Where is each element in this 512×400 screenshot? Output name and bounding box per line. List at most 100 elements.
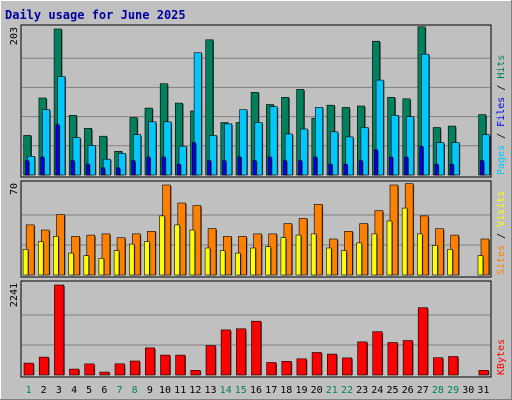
bar-pages-day-29 xyxy=(451,142,460,176)
x-tick-label-day-14: 14 xyxy=(220,385,232,396)
bar-visits-day-14 xyxy=(219,250,226,276)
bar-visits-day-31 xyxy=(477,255,484,276)
bar-pages-day-27 xyxy=(421,53,430,176)
bar-visits-day-4 xyxy=(68,252,74,276)
bar-kbytes-day-14 xyxy=(220,329,231,376)
bar-visits-day-22 xyxy=(341,250,347,276)
bar-pages-day-13 xyxy=(209,135,217,176)
bar-kbytes-day-27 xyxy=(417,307,428,376)
panel-border-kbytes xyxy=(20,280,492,378)
x-tick-label-day-23: 23 xyxy=(356,385,368,396)
legend-separator: / xyxy=(496,127,507,145)
bar-visits-day-11 xyxy=(174,224,180,276)
bar-kbytes-day-8 xyxy=(129,360,140,376)
bar-kbytes-day-5 xyxy=(84,363,95,376)
bar-files-day-11 xyxy=(176,163,181,176)
bar-visits-day-25 xyxy=(386,220,393,276)
x-tick-label-day-21: 21 xyxy=(326,385,338,396)
bar-pages-day-26 xyxy=(406,116,414,176)
bar-files-day-26 xyxy=(404,156,409,176)
x-tick-label-day-26: 26 xyxy=(402,385,414,396)
bar-pages-day-10 xyxy=(163,121,172,176)
x-tick-label-day-1: 1 xyxy=(26,385,32,396)
bar-kbytes-day-20 xyxy=(311,352,322,376)
legend-kbytes: KBytes xyxy=(496,339,507,375)
bar-pages-day-12 xyxy=(193,52,202,176)
bar-pages-day-18 xyxy=(284,133,293,176)
bar-visits-day-28 xyxy=(432,245,438,276)
bar-visits-day-8 xyxy=(129,243,135,276)
bar-files-day-15 xyxy=(237,156,242,176)
bar-kbytes-day-19 xyxy=(296,358,307,376)
bar-kbytes-day-1 xyxy=(23,362,34,376)
bar-pages-day-28 xyxy=(436,142,445,176)
x-tick-label-day-7: 7 xyxy=(116,385,122,396)
bar-files-day-16 xyxy=(252,160,257,176)
legend-entry-pages: Pages xyxy=(496,145,507,175)
bar-sites-day-5 xyxy=(86,234,96,276)
bar-files-day-14 xyxy=(222,160,227,176)
bar-kbytes-day-31 xyxy=(478,369,489,376)
bar-visits-day-20 xyxy=(310,233,317,276)
bar-visits-day-5 xyxy=(83,255,90,276)
x-tick-label-day-2: 2 xyxy=(41,385,47,396)
x-tick-label-day-28: 28 xyxy=(432,385,444,396)
bar-visits-day-9 xyxy=(144,241,150,276)
legend-usage: Pages / Files / Hits xyxy=(496,55,507,175)
bar-files-day-23 xyxy=(358,160,363,176)
bar-files-day-18 xyxy=(282,160,287,176)
x-tick-label-day-11: 11 xyxy=(174,385,186,396)
bar-sites-day-6 xyxy=(101,233,111,276)
x-tick-label-day-29: 29 xyxy=(447,385,459,396)
bar-pages-day-7 xyxy=(118,153,126,176)
bar-visits-day-7 xyxy=(113,250,120,276)
bar-visits-day-29 xyxy=(447,249,453,276)
bar-visits-day-18 xyxy=(280,237,287,276)
bar-visits-day-3 xyxy=(53,236,59,276)
bar-kbytes-day-2 xyxy=(38,356,49,376)
bar-visits-day-2 xyxy=(37,241,44,276)
bar-kbytes-day-7 xyxy=(114,363,125,376)
bar-visits-day-10 xyxy=(159,215,165,276)
bar-pages-day-31 xyxy=(481,134,490,176)
bar-visits-day-13 xyxy=(204,247,211,276)
bar-pages-day-24 xyxy=(375,79,384,176)
bar-pages-day-4 xyxy=(72,137,81,176)
bar-kbytes-day-12 xyxy=(190,369,201,376)
bar-pages-day-19 xyxy=(299,128,308,176)
bar-kbytes-day-4 xyxy=(69,368,80,376)
bar-visits-day-17 xyxy=(265,246,271,276)
bar-kbytes-day-17 xyxy=(266,362,277,376)
legend-visitors: Sites / Visits xyxy=(496,191,507,275)
legend-entry-sites: Sites xyxy=(496,245,507,275)
bar-visits-day-24 xyxy=(371,233,377,276)
bar-visits-day-21 xyxy=(325,247,332,276)
bar-pages-day-25 xyxy=(390,115,399,176)
x-tick-label-day-9: 9 xyxy=(147,385,153,396)
bar-files-day-12 xyxy=(192,142,196,176)
x-tick-label-day-13: 13 xyxy=(204,385,216,396)
legend-entry-visits: Visits xyxy=(496,191,507,227)
bar-files-day-21 xyxy=(328,163,333,176)
x-tick-label-day-8: 8 xyxy=(132,385,138,396)
bar-files-day-13 xyxy=(207,160,212,176)
x-tick-label-day-6: 6 xyxy=(101,385,107,396)
bar-pages-day-21 xyxy=(330,131,339,176)
bar-files-day-20 xyxy=(313,156,318,176)
x-tick-label-day-31: 31 xyxy=(477,385,489,396)
bar-kbytes-day-11 xyxy=(175,354,186,376)
bar-visits-day-16 xyxy=(250,247,256,276)
bar-pages-day-8 xyxy=(133,134,142,176)
x-tick-label-day-3: 3 xyxy=(56,385,62,396)
bar-files-day-31 xyxy=(480,160,484,176)
bar-kbytes-day-24 xyxy=(372,331,383,376)
x-tick-label-day-12: 12 xyxy=(189,385,201,396)
bar-files-day-17 xyxy=(267,156,272,176)
bar-files-day-19 xyxy=(298,160,303,176)
bar-files-day-10 xyxy=(161,156,166,176)
x-tick-label-day-20: 20 xyxy=(311,385,323,396)
x-tick-label-day-4: 4 xyxy=(71,385,77,396)
bar-pages-day-22 xyxy=(345,136,354,176)
